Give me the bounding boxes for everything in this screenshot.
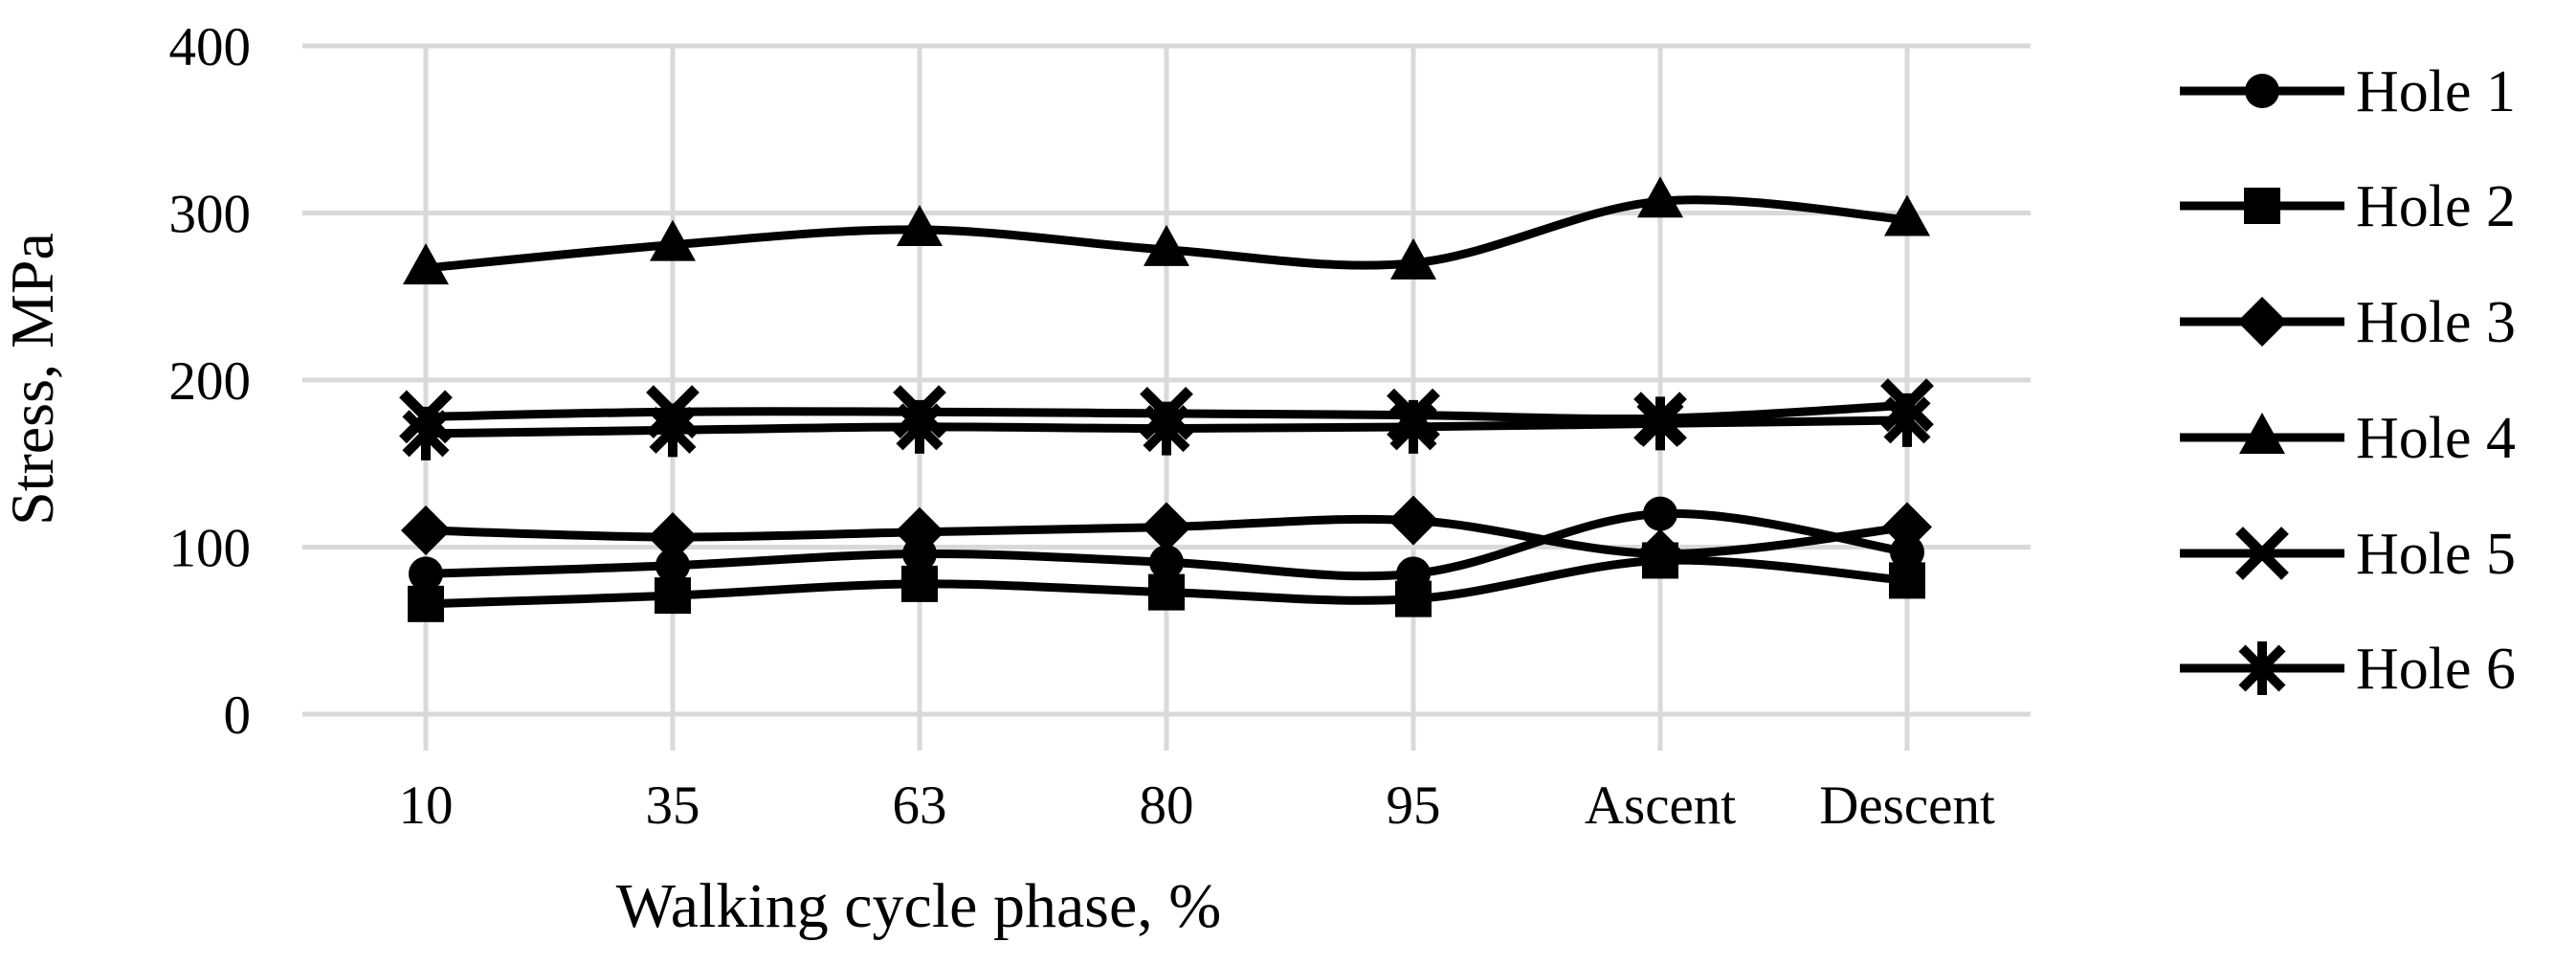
legend-marker-hole-5 [2235, 527, 2289, 580]
legend-label: Hole 5 [2356, 522, 2516, 587]
x-tick-label: 35 [646, 775, 700, 836]
y-tick-label: 100 [169, 519, 252, 579]
legend-marker-hole-2 [2244, 188, 2280, 224]
series-hole-6-marker [649, 403, 697, 458]
series-hole-1-marker [1890, 534, 1924, 570]
series-hole-6-marker [1389, 399, 1437, 454]
series-hole-4-marker [1637, 176, 1683, 218]
series-hole-3-marker [401, 505, 451, 556]
series-hole-6-marker [1636, 396, 1684, 451]
series-hole-2-marker [1889, 562, 1925, 599]
legend-item-hole-6: Hole 6 [2180, 637, 2516, 702]
series-hole-4-marker [1884, 194, 1930, 236]
legend-marker-hole-1 [2245, 74, 2279, 108]
series-hole-6-marker [1143, 401, 1190, 456]
legend-item-hole-4: Hole 4 [2180, 406, 2516, 471]
legend-item-hole-5: Hole 5 [2180, 522, 2516, 587]
series-hole-4-marker [403, 243, 449, 285]
series-hole-3-marker [895, 506, 944, 557]
series-hole-2-marker [1148, 573, 1185, 611]
y-tick-label: 200 [169, 351, 252, 412]
series-hole-4-marker [650, 219, 696, 261]
legend-label: Hole 1 [2356, 59, 2516, 124]
legend-item-hole-3: Hole 3 [2180, 290, 2516, 355]
legend-item-hole-1: Hole 1 [2180, 59, 2516, 124]
y-tick-label: 400 [169, 17, 252, 78]
x-tick-label: 63 [893, 775, 947, 836]
x-tick-label: Ascent [1585, 775, 1736, 836]
x-axis-title: Walking cycle phase, % [616, 871, 1221, 941]
series-hole-1-marker [655, 548, 690, 583]
x-tick-label: 10 [399, 775, 454, 836]
series-hole-1-marker [1149, 545, 1184, 580]
series-hole-4-marker [1144, 224, 1189, 266]
legend-label: Hole 6 [2356, 637, 2516, 702]
legend-item-hole-2: Hole 2 [2180, 174, 2516, 239]
series-hole-1-marker [409, 556, 443, 592]
legend-marker-hole-6 [2238, 641, 2286, 695]
x-tick-label: 95 [1387, 775, 1441, 836]
series-hole-2-marker [1395, 580, 1432, 617]
y-tick-label: 0 [224, 685, 252, 746]
series-hole-3-marker [648, 512, 698, 563]
legend-label: Hole 2 [2356, 174, 2516, 239]
series-hole-1-marker [1643, 496, 1677, 531]
legend-label: Hole 3 [2356, 290, 2516, 355]
series-hole-2-marker [408, 585, 444, 622]
legend-marker-hole-3 [2237, 297, 2287, 347]
series-hole-6-marker [896, 399, 944, 454]
x-tick-label: Descent [1819, 775, 1995, 836]
y-tick-label: 300 [169, 185, 252, 245]
series-hole-6-marker [402, 406, 450, 460]
series-hole-2-marker [901, 565, 938, 602]
series-hole-6-marker [1883, 393, 1931, 447]
series-hole-3-marker [1882, 502, 1932, 552]
series-hole-4-marker [897, 204, 943, 246]
series-hole-2-marker [655, 577, 691, 615]
legend-marker-hole-4 [2239, 413, 2285, 454]
series-hole-4-marker [1390, 237, 1436, 280]
legend-label: Hole 4 [2356, 406, 2516, 471]
x-tick-label: 80 [1140, 775, 1194, 836]
series-hole-3-marker [1635, 528, 1685, 579]
series-hole-3-marker [1388, 495, 1438, 546]
y-axis-title: Stress, MPa [0, 233, 66, 526]
series-hole-3-marker [1142, 502, 1191, 552]
